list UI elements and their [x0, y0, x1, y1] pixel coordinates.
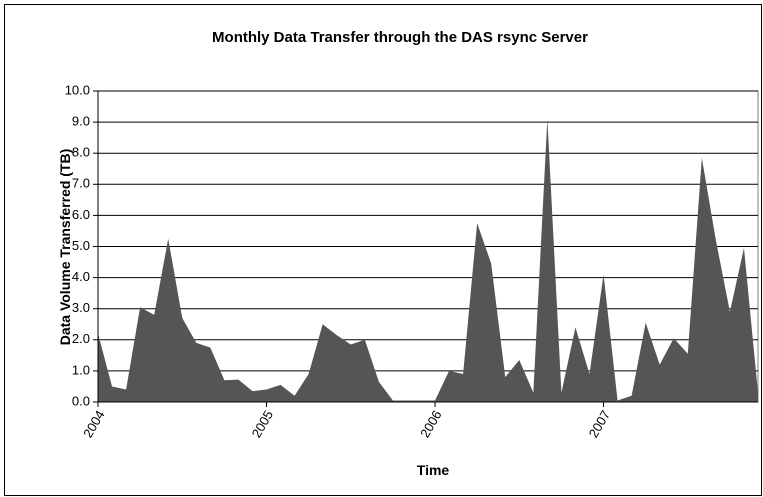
y-tick-label: 7.0: [72, 176, 90, 191]
y-tick-label: 0.0: [72, 393, 90, 408]
area: [98, 118, 758, 403]
y-tick-label: 4.0: [72, 269, 90, 284]
y-tick-label: 1.0: [72, 362, 90, 377]
y-tick-label: 6.0: [72, 207, 90, 222]
y-tick-label: 3.0: [72, 300, 90, 315]
chart-title: Monthly Data Transfer through the DAS rs…: [212, 29, 588, 46]
y-tick-label: 2.0: [72, 331, 90, 346]
y-tick-label: 8.0: [72, 145, 90, 160]
x-axis-label: Time: [417, 462, 450, 478]
y-axis-label: Data Volume Transferred (TB): [57, 149, 73, 346]
y-tick-label: 5.0: [72, 238, 90, 253]
y-tick-label: 9.0: [72, 114, 90, 129]
y-tick-label: 10.0: [65, 82, 90, 97]
